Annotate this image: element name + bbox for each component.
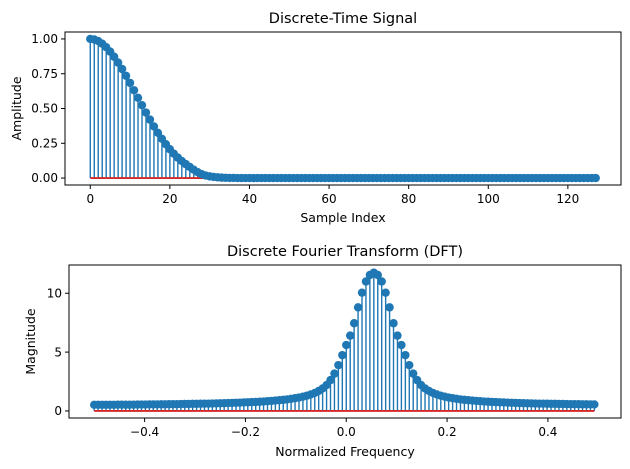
dft-marker [349, 319, 359, 328]
dft-marker [353, 303, 363, 312]
dft-chart-title: Discrete Fourier Transform (DFT) [227, 244, 463, 260]
dft-ticks: −0.4 −0.2 0.0 0.2 0.4 0 5 10 [47, 286, 558, 439]
dft-x-tick-label: 0.2 [438, 425, 457, 439]
signal-x-tick-label: 40 [242, 192, 257, 206]
signal-y-tick-label: 1.00 [31, 32, 58, 46]
signal-x-tick-label: 60 [321, 192, 336, 206]
signal-x-tick-label: 20 [162, 192, 177, 206]
dft-marker [334, 360, 343, 370]
dft-y-tick-label: 0 [54, 404, 62, 418]
dft-y-tick-label: 5 [54, 345, 62, 359]
signal-marker [133, 93, 143, 102]
signal-marker [153, 128, 163, 138]
dft-marks [90, 268, 599, 412]
dft-marker [357, 288, 367, 297]
signal-chart-title: Discrete-Time Signal [269, 11, 417, 27]
signal-x-label: Sample Index [300, 210, 385, 225]
signal-marker [141, 108, 151, 117]
dft-marker [361, 277, 371, 286]
signal-y-tick-label: 0.75 [31, 67, 58, 81]
signal-marker [149, 122, 159, 131]
signal-marker [117, 64, 127, 74]
dft-marker [345, 331, 355, 340]
signal-marks [86, 34, 600, 183]
dft-marker [373, 270, 382, 280]
dft-marker [397, 340, 406, 350]
dft-marker [330, 369, 339, 378]
dft-marker [393, 331, 402, 340]
signal-marker [125, 78, 135, 88]
dft-marker [409, 369, 418, 378]
dft-x-tick-label: −0.4 [130, 425, 159, 439]
signal-marker [113, 58, 123, 67]
dft-plot-frame [68, 264, 622, 419]
signal-plot-frame [64, 31, 622, 186]
dft-marker [389, 319, 398, 328]
signal-chart: Discrete-Time Signal 0 20 40 60 80 100 120 0.00… [9, 11, 622, 225]
signal-marker [129, 86, 139, 95]
dft-chart: Discrete Fourier Transform (DFT) −0.4 −0.… [23, 244, 622, 459]
dft-marker [590, 400, 599, 409]
dft-x-label: Normalized Frequency [275, 444, 415, 459]
signal-marker [591, 173, 600, 183]
dft-x-tick-label: −0.2 [231, 425, 260, 439]
signal-ticks: 0 20 40 60 80 100 120 0.00 0.25 0.50 0.75 1.00 [31, 32, 579, 206]
signal-marker [137, 100, 147, 110]
dft-marker [381, 288, 390, 297]
signal-y-tick-label: 0.25 [31, 136, 58, 150]
signal-marker [121, 71, 131, 81]
signal-y-tick-label: 0.00 [31, 171, 58, 185]
signal-x-tick-label: 100 [477, 192, 500, 206]
dft-marker [401, 350, 410, 360]
signal-x-tick-label: 0 [86, 192, 94, 206]
signal-x-tick-label: 120 [556, 192, 579, 206]
dft-x-tick-label: 0.0 [337, 425, 356, 439]
signal-marker [145, 115, 155, 124]
dft-marker [405, 360, 414, 370]
dft-marker [385, 303, 394, 312]
signal-x-tick-label: 80 [401, 192, 416, 206]
dft-marker [326, 375, 335, 385]
dft-y-tick-label: 10 [47, 286, 62, 300]
signal-y-tick-label: 0.50 [31, 102, 58, 116]
dft-marker [338, 350, 347, 360]
dft-marker [342, 340, 351, 350]
signal-y-label: Amplitude [9, 76, 24, 140]
dft-y-label: Magnitude [23, 308, 38, 375]
dft-marker [377, 277, 386, 286]
dft-x-tick-label: 0.4 [538, 425, 557, 439]
